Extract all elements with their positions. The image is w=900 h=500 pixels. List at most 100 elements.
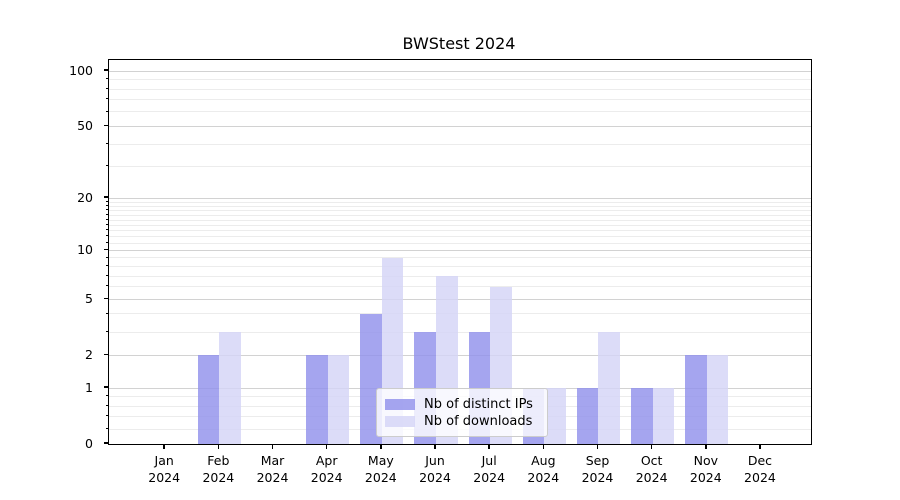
- x-tick: [434, 444, 436, 449]
- y-minor-tick: [105, 241, 108, 243]
- y-minor-tick: [105, 213, 108, 215]
- gridline-minor: [109, 201, 811, 203]
- x-tick-label: Sep 2024: [581, 453, 614, 485]
- y-minor-tick: [105, 395, 108, 396]
- gridline-minor: [109, 79, 811, 81]
- y-tick-label: 20: [77, 189, 93, 205]
- gridline-minor: [109, 166, 811, 168]
- y-tick: [103, 353, 108, 355]
- legend-label-distinct-ips: Nb of distinct IPs: [424, 397, 533, 412]
- y-minor-tick: [105, 330, 108, 332]
- x-tick: [380, 444, 382, 449]
- x-tick: [705, 444, 707, 449]
- y-tick: [103, 196, 108, 198]
- gridline-minor: [109, 230, 811, 232]
- gridline-major: [109, 298, 811, 300]
- x-tick-label: Dec 2024: [744, 453, 776, 485]
- x-tick-label: Nov 2024: [689, 453, 722, 485]
- x-tick-label: Oct 2024: [635, 453, 668, 485]
- x-tick: [271, 444, 274, 449]
- gridline-minor: [109, 275, 811, 277]
- gridline-minor: [109, 266, 811, 267]
- x-tick-label: Apr 2024: [310, 453, 343, 485]
- y-tick-label: 2: [85, 346, 93, 362]
- bar-downloads-aug: [544, 388, 566, 444]
- legend-swatch-downloads: [385, 416, 415, 427]
- legend-entry-distinct-ips: Nb of distinct IPs: [385, 396, 539, 413]
- legend-label-downloads: Nb of downloads: [424, 414, 533, 429]
- bar-distinct-ips-apr: [306, 355, 328, 444]
- y-minor-tick: [105, 142, 108, 144]
- gridline-major: [109, 197, 811, 199]
- bar-distinct-ips-oct: [631, 388, 653, 444]
- bar-downloads-oct: [652, 388, 675, 444]
- y-tick-label: 1: [85, 379, 93, 395]
- x-tick-label: Jan 2024: [148, 453, 181, 485]
- y-minor-tick: [105, 200, 108, 202]
- y-minor-tick: [105, 285, 108, 287]
- y-tick: [103, 442, 108, 444]
- x-tick: [217, 444, 220, 449]
- gridline-minor: [109, 205, 811, 207]
- y-tick: [103, 386, 108, 388]
- y-minor-tick: [105, 427, 108, 429]
- x-tick: [596, 444, 599, 449]
- bar-downloads-sep: [598, 332, 621, 444]
- y-tick: [103, 297, 108, 299]
- y-minor-tick: [105, 209, 108, 210]
- gridline-minor: [109, 88, 811, 90]
- x-tick: [163, 444, 165, 449]
- bar-downloads-nov: [706, 355, 729, 444]
- y-tick: [103, 124, 108, 127]
- x-tick: [650, 444, 653, 449]
- x-tick-label: May 2024: [364, 453, 397, 485]
- y-tick-label: 50: [77, 117, 93, 133]
- y-minor-tick: [105, 274, 108, 276]
- gridline-minor: [109, 214, 811, 216]
- y-tick-label: 10: [77, 241, 93, 257]
- gridline-minor: [109, 111, 811, 113]
- bar-distinct-ips-sep: [576, 388, 599, 444]
- gridline-minor: [109, 99, 811, 101]
- gridline-major: [109, 249, 811, 251]
- gridline-minor: [109, 242, 811, 244]
- gridline-major: [109, 70, 811, 72]
- y-tick-label: 5: [85, 290, 93, 306]
- gridline-minor: [109, 219, 811, 221]
- x-tick-label: Jul 2024: [473, 453, 506, 485]
- gridline-minor: [109, 331, 811, 333]
- y-tick: [103, 69, 108, 71]
- x-tick: [325, 444, 328, 449]
- y-minor-tick: [105, 204, 108, 206]
- bar-distinct-ips-nov: [685, 355, 707, 444]
- y-minor-tick: [105, 165, 108, 166]
- gridline-minor: [109, 236, 811, 238]
- y-minor-tick: [105, 404, 108, 406]
- gridline-minor: [109, 257, 811, 259]
- y-minor-tick: [105, 235, 108, 237]
- x-tick-label: Jun 2024: [419, 453, 451, 485]
- gridline-minor: [109, 143, 811, 145]
- x-tick-label: Feb 2024: [202, 453, 235, 485]
- x-tick: [488, 444, 490, 449]
- y-minor-tick: [105, 265, 108, 266]
- y-minor-tick: [105, 312, 108, 314]
- y-minor-tick: [105, 218, 108, 220]
- y-tick-label: 0: [85, 435, 93, 451]
- y-minor-tick: [105, 78, 108, 79]
- gridline-minor: [109, 286, 811, 288]
- y-tick: [103, 248, 108, 251]
- bar-downloads-feb: [219, 332, 241, 444]
- gridline-major: [109, 354, 811, 356]
- y-minor-tick: [105, 110, 108, 112]
- legend-entry-downloads: Nb of downloads: [385, 413, 539, 430]
- chart-title: BWStest 2024: [402, 34, 516, 53]
- x-tick: [542, 444, 545, 449]
- x-tick: [759, 444, 761, 449]
- y-minor-tick: [105, 98, 108, 100]
- plot-area: Nb of distinct IPs Nb of downloads: [108, 59, 812, 445]
- y-minor-tick: [105, 229, 108, 231]
- y-minor-tick: [105, 223, 108, 225]
- y-minor-tick: [105, 415, 108, 417]
